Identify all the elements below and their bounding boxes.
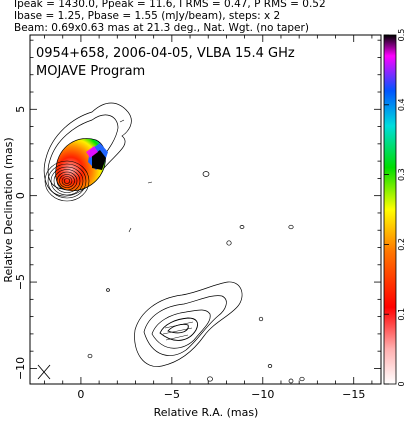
y-tick-label: 5 <box>14 106 27 113</box>
colorbar-ticks: 0 0.1 0.2 0.3 0.4 0.5 <box>384 29 406 387</box>
colorbar-tick-label: 0.2 <box>397 238 406 251</box>
x-axis-label: Relative R.A. (mas) <box>154 406 259 419</box>
y-axis-tick-labels: 5 0 −5 −10 <box>14 106 27 380</box>
header-line-1: Ipeak = 1430.0, Ppeak = 11.6, I RMS = 0.… <box>14 0 326 10</box>
y-tick-label: −5 <box>14 274 27 290</box>
header-line-2: Ibase = 1.25, Pbase = 1.55 (mJy/beam), s… <box>14 10 281 22</box>
x-tick-label: 0 <box>77 388 84 401</box>
colorbar-tick-label: 0.5 <box>397 29 406 42</box>
x-tick-label: −15 <box>342 388 365 401</box>
header-line-3: Beam: 0.69x0.63 mas at 21.3 deg., Nat. W… <box>14 22 309 34</box>
plot-frame <box>29 34 382 385</box>
colorbar <box>383 34 397 385</box>
x-axis-ticks <box>44 35 373 384</box>
colorbar-tick-label: 0.3 <box>397 168 406 181</box>
y-tick-label: −10 <box>14 357 27 380</box>
y-axis-ticks <box>30 39 381 369</box>
x-tick-label: −10 <box>251 388 274 401</box>
x-axis-tick-labels: 0 −5 −10 −15 <box>77 388 365 401</box>
beam-cross-icon <box>37 364 51 380</box>
colorbar-tick-label: 0.1 <box>397 308 406 321</box>
x-tick-label: −5 <box>164 388 180 401</box>
chart-subtitle: MOJAVE Program <box>36 64 145 79</box>
y-tick-label: 0 <box>14 192 27 199</box>
colorbar-tick-label: 0 <box>397 381 406 386</box>
chart-title: 0954+658, 2006-04-05, VLBA 15.4 GHz <box>36 46 295 61</box>
colorbar-tick-label: 0.4 <box>397 98 406 111</box>
source-contours <box>43 102 305 384</box>
y-axis-label: Relative Declination (mas) <box>2 137 15 282</box>
